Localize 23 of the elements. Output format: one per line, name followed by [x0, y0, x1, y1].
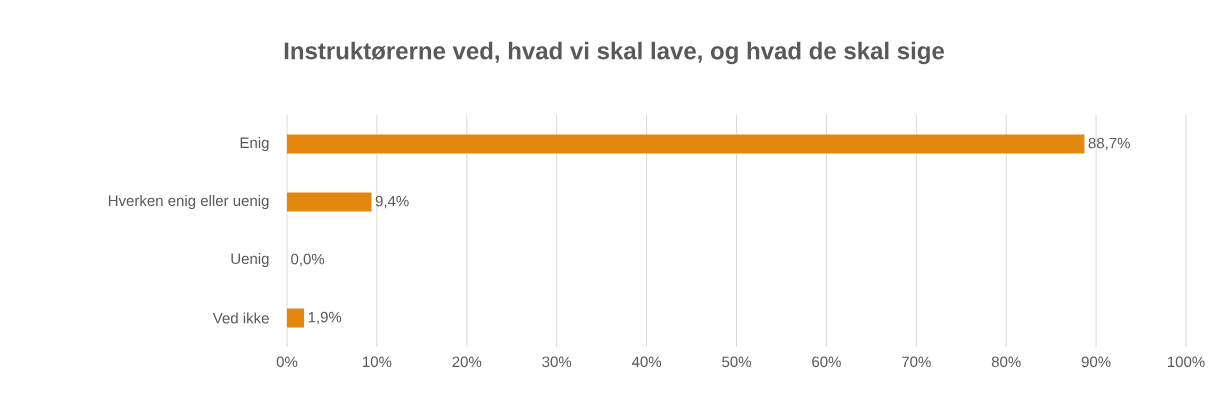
x-tick-label: 20%	[452, 356, 482, 368]
x-tick-label: 60%	[812, 356, 841, 368]
data-label: 88,7%	[1088, 137, 1130, 151]
x-tick-label: 90%	[1081, 356, 1111, 368]
x-tick-label: 30%	[542, 356, 572, 368]
x-tick-label: 50%	[722, 356, 751, 368]
y-tick-label: Ved ikke	[212, 312, 269, 324]
data-label: 1,9%	[308, 311, 342, 325]
x-tick-label: 10%	[363, 356, 392, 368]
chart-title: Instruktørerne ved, hvad vi skal lave, og hvad de skal sige	[284, 41, 944, 65]
y-tick-label: Uenig	[231, 253, 269, 267]
data-label: 9,4%	[375, 195, 409, 209]
data-label: 0,0%	[291, 253, 325, 267]
x-tick-label: 0%	[276, 356, 298, 368]
bar	[287, 192, 372, 212]
bar	[287, 134, 1085, 154]
x-tick-label: 70%	[902, 356, 931, 368]
bar	[287, 308, 305, 328]
x-tick-label: 40%	[631, 356, 662, 368]
x-tick-label: 100%	[1167, 356, 1205, 368]
y-tick-label: Hverken enig eller uenig	[108, 195, 269, 209]
x-tick-label: 80%	[991, 356, 1021, 368]
y-tick-label: Enig	[240, 137, 269, 151]
